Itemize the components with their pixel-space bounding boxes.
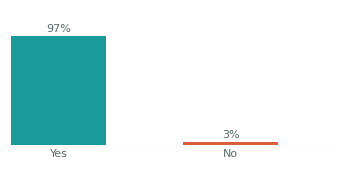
Bar [11,36,106,145]
Bar [183,142,278,145]
Text: 3%: 3% [222,130,240,140]
Text: 97%: 97% [46,24,71,34]
